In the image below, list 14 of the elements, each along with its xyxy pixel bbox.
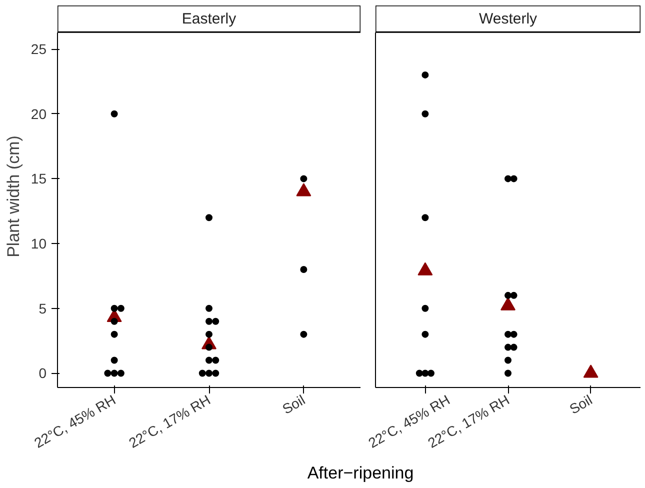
x-axis-title: After−ripening [307,464,414,482]
chart-title: Easterly [182,10,237,28]
y-tick-label: 20 [30,106,47,122]
y-tick-label: 10 [30,236,47,252]
chart-title: Westerly [478,10,538,28]
x-tick-label: 22°C, 17% RH [126,392,214,452]
x-tick-label: Soil [279,392,308,418]
x-tick-label: 22°C, 45% RH [31,392,118,452]
y-axis-title: Plant width (cm) [4,136,23,258]
y-tick-label: 5 [38,300,47,316]
y-tick-label: 15 [30,170,47,187]
x-tick-label: Soil [566,392,595,418]
y-tick-label: 25 [30,41,47,58]
y-tick-label: 0 [38,365,47,382]
